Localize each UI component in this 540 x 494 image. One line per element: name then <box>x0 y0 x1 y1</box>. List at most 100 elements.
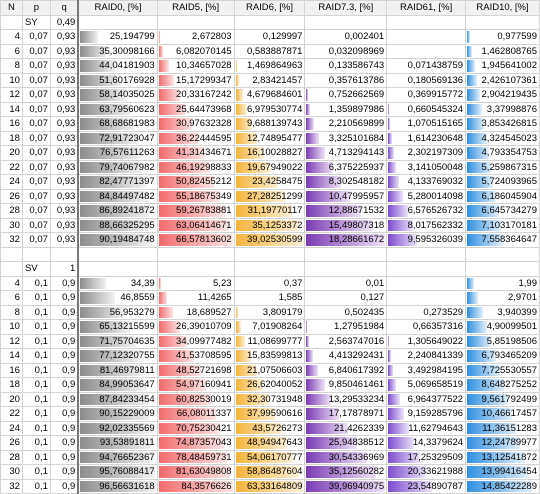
raid-value-cell[interactable]: 1,27951984 <box>305 320 387 335</box>
raid-value-cell[interactable]: 1,585 <box>234 291 305 306</box>
n-cell[interactable]: 28 <box>1 450 23 465</box>
raid-value-cell[interactable]: 31,19770117 <box>234 204 305 219</box>
p-cell[interactable]: 0,1 <box>22 436 50 451</box>
raid-value-cell[interactable]: 12,24789977 <box>466 436 540 451</box>
raid-value-cell[interactable]: 13,29533234 <box>305 392 387 407</box>
q-cell[interactable]: 0,9 <box>50 291 78 306</box>
raid-value-cell[interactable]: 16,10028827 <box>234 146 305 161</box>
raid-value-cell[interactable]: 95,76088417 <box>78 465 157 480</box>
p-cell[interactable]: 0,1 <box>22 378 50 393</box>
n-cell[interactable]: 18 <box>1 131 23 146</box>
raid-value-cell[interactable]: 19,67949022 <box>234 160 305 175</box>
empty-cell[interactable] <box>387 247 466 262</box>
raid-value-cell[interactable]: 13,12541872 <box>466 450 540 465</box>
raid-value-cell[interactable]: 23,54890787 <box>387 479 466 494</box>
raid-value-cell[interactable]: 68,68681983 <box>78 117 157 132</box>
block-q[interactable]: 1 <box>50 262 78 277</box>
n-cell[interactable]: 18 <box>1 378 23 393</box>
raid-value-cell[interactable]: 35,30098166 <box>78 44 157 59</box>
q-cell[interactable]: 0,9 <box>50 305 78 320</box>
n-cell[interactable]: 10 <box>1 73 23 88</box>
raid-value-cell[interactable]: 5,85198506 <box>466 334 540 349</box>
q-cell[interactable]: 0,93 <box>50 233 78 248</box>
q-cell[interactable]: 0,93 <box>50 30 78 45</box>
raid-value-cell[interactable]: 0,273529 <box>387 305 466 320</box>
p-cell[interactable]: 0,07 <box>22 30 50 45</box>
n-cell[interactable]: 26 <box>1 189 23 204</box>
empty-cell[interactable] <box>78 262 157 277</box>
raid-value-cell[interactable]: 0,129997 <box>234 30 305 45</box>
p-cell[interactable]: 0,1 <box>22 421 50 436</box>
n-cell[interactable]: 24 <box>1 175 23 190</box>
p-cell[interactable]: 0,1 <box>22 465 50 480</box>
header-cell[interactable]: q <box>50 1 78 16</box>
p-cell[interactable]: 0,07 <box>22 59 50 74</box>
raid-value-cell[interactable]: 81,46979811 <box>78 363 157 378</box>
raid-value-cell[interactable]: 17,17878971 <box>305 407 387 422</box>
raid-value-cell[interactable]: 77,12320755 <box>78 349 157 364</box>
raid-value-cell[interactable]: 46,19298833 <box>157 160 234 175</box>
raid-value-cell[interactable]: 3,853426815 <box>466 117 540 132</box>
raid-value-cell[interactable]: 1,469864963 <box>234 59 305 74</box>
n-cell[interactable]: 28 <box>1 204 23 219</box>
p-cell[interactable]: 0,07 <box>22 73 50 88</box>
raid-value-cell[interactable]: 2,563747016 <box>305 334 387 349</box>
n-cell[interactable]: 12 <box>1 334 23 349</box>
raid-value-cell[interactable]: 1,945641002 <box>466 59 540 74</box>
n-cell[interactable]: 6 <box>1 44 23 59</box>
raid-value-cell[interactable]: 8,648275252 <box>466 378 540 393</box>
empty-cell[interactable] <box>22 247 50 262</box>
raid-value-cell[interactable]: 3,940399 <box>466 305 540 320</box>
n-cell[interactable]: 14 <box>1 349 23 364</box>
q-cell[interactable]: 0,93 <box>50 59 78 74</box>
p-cell[interactable]: 0,1 <box>22 291 50 306</box>
raid-value-cell[interactable]: 0,369915772 <box>387 88 466 103</box>
raid-value-cell[interactable]: 0,37 <box>234 276 305 291</box>
raid-value-cell[interactable]: 1,99 <box>466 276 540 291</box>
n-cell[interactable]: 12 <box>1 88 23 103</box>
raid-value-cell[interactable]: 9,688139743 <box>234 117 305 132</box>
raid-value-cell[interactable]: 7,01908264 <box>234 320 305 335</box>
raid-value-cell[interactable]: 5,259867315 <box>466 160 540 175</box>
raid-value-cell[interactable]: 86,89241872 <box>78 204 157 219</box>
raid-value-cell[interactable]: 3,37998876 <box>466 102 540 117</box>
raid-value-cell[interactable]: 20,33167242 <box>157 88 234 103</box>
n-cell[interactable]: 4 <box>1 276 23 291</box>
raid-value-cell[interactable]: 50,82455212 <box>157 175 234 190</box>
n-cell[interactable]: 22 <box>1 160 23 175</box>
raid-value-cell[interactable]: 88,66325295 <box>78 218 157 233</box>
p-cell[interactable]: 0,1 <box>22 334 50 349</box>
n-cell[interactable]: 22 <box>1 407 23 422</box>
raid-value-cell[interactable]: 6,840617392 <box>305 363 387 378</box>
raid-value-cell[interactable]: 63,06414671 <box>157 218 234 233</box>
q-cell[interactable]: 0,93 <box>50 175 78 190</box>
raid-value-cell[interactable]: 0,133586743 <box>305 59 387 74</box>
raid-value-cell[interactable]: 18,28661672 <box>305 233 387 248</box>
q-cell[interactable]: 0,93 <box>50 146 78 161</box>
p-cell[interactable]: 0,07 <box>22 44 50 59</box>
raid-value-cell[interactable]: 5,280014098 <box>387 189 466 204</box>
p-cell[interactable]: 0,07 <box>22 160 50 175</box>
p-cell[interactable]: 0,1 <box>22 392 50 407</box>
raid-value-cell[interactable]: 48,52721698 <box>157 363 234 378</box>
q-cell[interactable]: 0,93 <box>50 218 78 233</box>
raid-value-cell[interactable]: 35,1253372 <box>234 218 305 233</box>
raid-value-cell[interactable]: 8,017562332 <box>387 218 466 233</box>
raid-value-cell[interactable]: 2,210569899 <box>305 117 387 132</box>
raid-value-cell[interactable]: 11,4265 <box>157 291 234 306</box>
raid-value-cell[interactable]: 82,47771397 <box>78 175 157 190</box>
raid-value-cell[interactable]: 7,725530557 <box>466 363 540 378</box>
raid-value-cell[interactable]: 25,64473968 <box>157 102 234 117</box>
raid-value-cell[interactable]: 74,87357043 <box>157 436 234 451</box>
raid-value-cell[interactable]: 4,133769032 <box>387 175 466 190</box>
raid-value-cell[interactable]: 30,97632328 <box>157 117 234 132</box>
raid-value-cell[interactable]: 30,54336969 <box>305 450 387 465</box>
n-cell[interactable]: 32 <box>1 233 23 248</box>
n-cell[interactable]: 20 <box>1 392 23 407</box>
p-cell[interactable]: 0,07 <box>22 218 50 233</box>
header-cell[interactable]: RAID6, [%] <box>234 1 305 16</box>
raid-value-cell[interactable]: 25,194799 <box>78 30 157 45</box>
raid-value-cell[interactable]: 6,576526732 <box>387 204 466 219</box>
block-q[interactable]: 0,49 <box>50 15 78 30</box>
raid-value-cell[interactable]: 0,357613786 <box>305 73 387 88</box>
